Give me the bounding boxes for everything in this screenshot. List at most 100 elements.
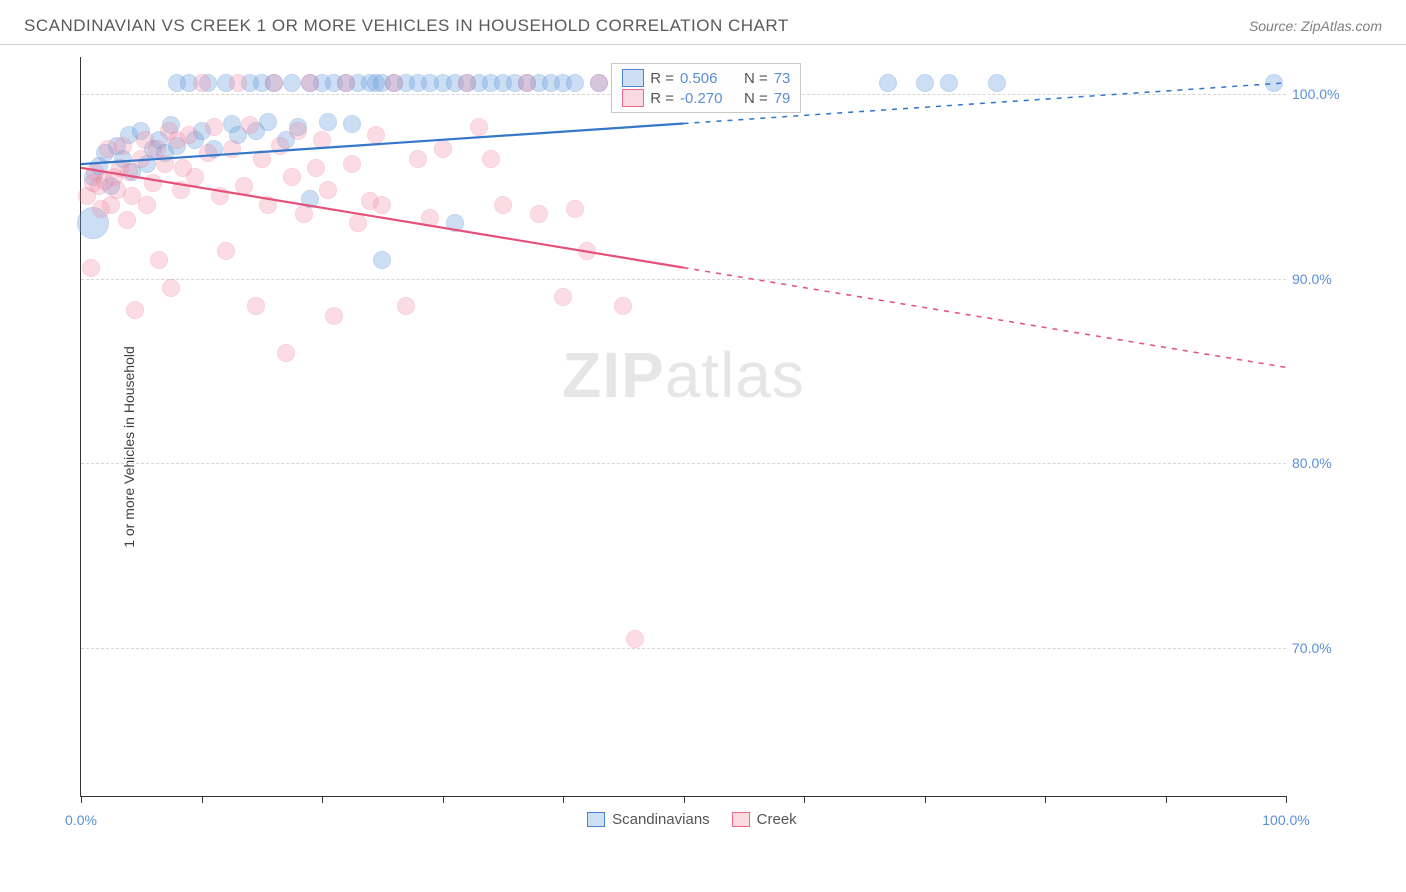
scatter-point (241, 116, 259, 134)
series-legend: Scandinavians Creek (587, 811, 797, 828)
scatter-point (482, 150, 500, 168)
scatter-point (343, 115, 361, 133)
scatter-point (458, 74, 476, 92)
scatter-point (253, 150, 271, 168)
scatter-point (421, 209, 439, 227)
y-tick-label: 80.0% (1292, 455, 1344, 471)
legend-row: R = -0.270 N = 79 (622, 88, 790, 108)
legend-n-value: 79 (774, 90, 791, 107)
scatter-point (289, 122, 307, 140)
correlation-legend: R = 0.506 N = 73 R = -0.270 N = 79 (611, 63, 801, 113)
scatter-point (156, 155, 174, 173)
x-tick-label: 100.0% (1262, 812, 1309, 828)
scatter-point (319, 113, 337, 131)
scatter-point (277, 344, 295, 362)
scatter-point (211, 187, 229, 205)
legend-r-label: R = (650, 90, 674, 107)
scatter-point (566, 200, 584, 218)
scatter-point (150, 251, 168, 269)
x-tick (563, 796, 564, 803)
scatter-point (229, 74, 247, 92)
scatter-point (916, 74, 934, 92)
scatter-point (626, 630, 644, 648)
scatter-point (313, 131, 331, 149)
chart-title: SCANDINAVIAN VS CREEK 1 OR MORE VEHICLES… (24, 16, 789, 36)
y-tick-label: 90.0% (1292, 271, 1344, 287)
scatter-point (566, 74, 584, 92)
scatter-point (385, 74, 403, 92)
chart-container: 1 or more Vehicles in Household ZIPatlas… (80, 57, 1346, 837)
legend-item: Creek (732, 811, 797, 828)
legend-n-label: N = (744, 70, 768, 87)
scatter-point (349, 214, 367, 232)
scatter-point (283, 168, 301, 186)
grid-line (81, 279, 1286, 280)
scatter-point (494, 196, 512, 214)
scatter-point (126, 301, 144, 319)
scatter-point (988, 74, 1006, 92)
legend-r-value: 0.506 (680, 70, 738, 87)
scatter-point (180, 126, 198, 144)
scatter-point (446, 214, 464, 232)
x-tick (1045, 796, 1046, 803)
legend-swatch (622, 89, 644, 107)
scatter-point (590, 74, 608, 92)
scatter-point (247, 297, 265, 315)
scatter-point (259, 196, 277, 214)
scatter-point (205, 118, 223, 136)
scatter-point (138, 196, 156, 214)
x-tick (925, 796, 926, 803)
scatter-point (319, 181, 337, 199)
scatter-point (343, 155, 361, 173)
scatter-point (578, 242, 596, 260)
scatter-point (271, 137, 289, 155)
legend-swatch (622, 69, 644, 87)
scatter-point (162, 279, 180, 297)
scatter-point (259, 113, 277, 131)
scatter-point (879, 74, 897, 92)
scatter-point (223, 140, 241, 158)
legend-r-label: R = (650, 70, 674, 87)
scatter-point (434, 140, 452, 158)
scatter-point (530, 205, 548, 223)
scatter-point (470, 118, 488, 136)
scatter-point (265, 74, 283, 92)
legend-swatch (732, 812, 750, 827)
scatter-point (186, 168, 204, 186)
source-attribution: Source: ZipAtlas.com (1249, 18, 1382, 34)
y-tick-label: 100.0% (1292, 86, 1344, 102)
legend-row: R = 0.506 N = 73 (622, 68, 790, 88)
legend-label: Scandinavians (612, 811, 710, 828)
grid-line (81, 463, 1286, 464)
x-tick (804, 796, 805, 803)
legend-n-label: N = (744, 90, 768, 107)
scatter-point (614, 297, 632, 315)
scatter-point (144, 174, 162, 192)
grid-line (81, 648, 1286, 649)
scatter-point (114, 137, 132, 155)
scatter-point (301, 74, 319, 92)
scatter-point (235, 177, 253, 195)
legend-n-value: 73 (774, 70, 791, 87)
legend-r-value: -0.270 (680, 90, 738, 107)
scatter-point (518, 74, 536, 92)
scatter-point (82, 259, 100, 277)
x-tick (202, 796, 203, 803)
x-tick (1166, 796, 1167, 803)
x-tick (443, 796, 444, 803)
trend-lines (81, 57, 1286, 796)
scatter-point (193, 74, 211, 92)
x-tick (322, 796, 323, 803)
x-tick (684, 796, 685, 803)
x-tick (81, 796, 82, 803)
scatter-point (337, 74, 355, 92)
scatter-point (325, 307, 343, 325)
scatter-point (397, 297, 415, 315)
legend-label: Creek (757, 811, 797, 828)
x-tick (1286, 796, 1287, 803)
scatter-point (217, 242, 235, 260)
scatter-point (409, 150, 427, 168)
plot-area: ZIPatlas R =0.506N =73R =-0.270N =79 Sca… (80, 57, 1286, 797)
scatter-point (118, 211, 136, 229)
scatter-point (307, 159, 325, 177)
